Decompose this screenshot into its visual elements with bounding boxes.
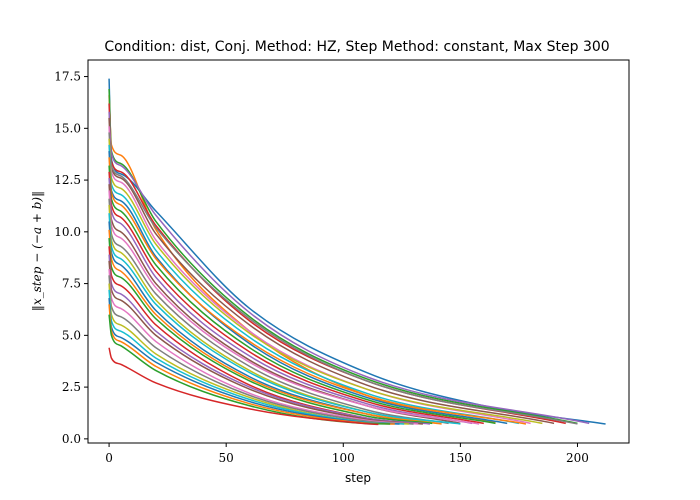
y-axis-label: ‖x_step − (−a + b)‖ [30,191,44,311]
plot-frame [87,59,630,444]
series-line-9 [108,138,543,425]
series-line-17 [108,190,480,425]
series-line-20 [108,213,461,425]
series-line-6 [108,117,555,425]
chart-title: Condition: dist, Conj. Method: HZ, Step … [104,39,609,55]
series-line-23 [108,237,433,425]
x-axis-label: step [345,471,371,485]
x-tick-label: 0 [105,451,113,465]
x-tick-label: 100 [332,451,355,465]
series-line-14 [108,171,484,425]
series-line-22 [108,229,442,425]
series-line-26 [108,260,423,425]
series-line-10 [108,144,520,425]
series-line-25 [108,254,430,425]
series-line-27 [108,269,419,425]
series-line-4 [108,103,566,425]
y-axis: 0.0 2.5 5.0 7.5 10.0 12.5 15.0 17.5 [54,70,88,446]
y-tick-label: 10.0 [54,225,81,239]
series-line-1 [108,78,606,425]
y-tick-label: 2.5 [62,380,81,394]
series-line-5 [108,111,590,425]
series-line-13 [108,165,496,425]
y-tick-label: 7.5 [62,277,81,291]
y-tick-label: 15.0 [54,121,81,135]
series-line-28 [108,275,414,425]
series-line-3 [108,88,578,425]
y-tick-label: 17.5 [54,70,81,84]
y-tick-label: 12.5 [54,173,81,187]
series-line-34 [108,347,379,426]
x-tick-label: 200 [566,451,589,465]
series-layer [108,78,606,426]
y-tick-label: 0.0 [62,432,81,446]
series-line-12 [108,157,527,425]
x-axis: 0 50 100 150 200 [105,443,589,465]
x-tick-label: 50 [219,451,234,465]
series-line-18 [108,198,449,425]
series-line-15 [108,177,473,425]
y-tick-label: 5.0 [62,328,81,342]
series-line-8 [108,132,578,425]
x-tick-label: 150 [449,451,472,465]
